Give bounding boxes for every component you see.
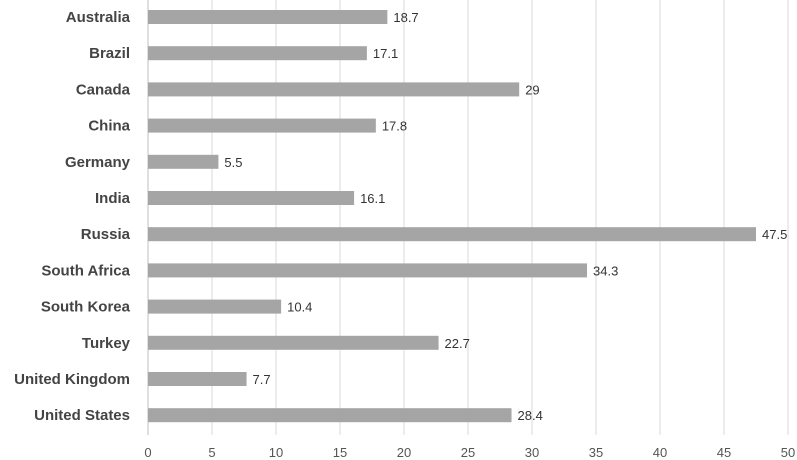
bars: [148, 10, 756, 423]
category-label: United Kingdom: [14, 371, 130, 388]
data-label: 7.7: [253, 372, 271, 387]
gridlines: [147, 0, 789, 435]
data-label: 29: [525, 82, 539, 97]
category-label: South Africa: [41, 262, 130, 279]
x-tick-label: 35: [589, 445, 603, 460]
data-label: 47.5: [762, 227, 787, 242]
x-tick-label: 45: [717, 445, 731, 460]
bar-india: [148, 191, 355, 205]
x-tick-label: 15: [333, 445, 347, 460]
data-label: 18.7: [393, 10, 418, 25]
bar-united-kingdom: [148, 372, 247, 386]
category-label: Australia: [66, 9, 131, 26]
data-label: 22.7: [445, 336, 470, 351]
category-label: China: [88, 118, 130, 135]
bar-brazil: [148, 46, 367, 61]
x-tick-label: 20: [397, 445, 411, 460]
bar-south-korea: [148, 299, 282, 314]
data-label: 34.3: [593, 263, 618, 278]
category-label: Germany: [65, 154, 131, 171]
bar-australia: [148, 10, 388, 24]
bar-russia: [148, 227, 756, 242]
category-label: India: [95, 190, 131, 207]
data-label: 10.4: [287, 300, 312, 315]
x-tick-label: 50: [781, 445, 795, 460]
bar-south-africa: [148, 263, 588, 278]
category-label: Brazil: [89, 45, 130, 62]
category-label: Canada: [76, 81, 131, 98]
data-label: 28.4: [518, 408, 543, 423]
data-label: 5.5: [224, 155, 242, 170]
labels: 0 5 10 15 20 25 30 35 40 45 50 Australia 18.7 Brazil 1…: [14, 9, 795, 460]
x-tick-label: 25: [461, 445, 475, 460]
bar-canada: [148, 82, 520, 97]
category-label: Russia: [81, 226, 131, 243]
data-label: 17.1: [373, 46, 398, 61]
x-tick-label: 30: [525, 445, 539, 460]
x-tick-label: 0: [144, 445, 151, 460]
bar-united-states: [148, 408, 512, 423]
data-label: 16.1: [360, 191, 385, 206]
x-tick-label: 10: [269, 445, 283, 460]
bar-china: [148, 118, 376, 133]
x-tick-label: 5: [208, 445, 215, 460]
bar-turkey: [148, 335, 439, 350]
bar-germany: [148, 154, 219, 169]
category-label: South Korea: [41, 299, 131, 316]
category-label: United States: [34, 407, 130, 424]
x-tick-label: 40: [653, 445, 667, 460]
category-label: Turkey: [82, 335, 131, 352]
data-label: 17.8: [382, 119, 407, 134]
